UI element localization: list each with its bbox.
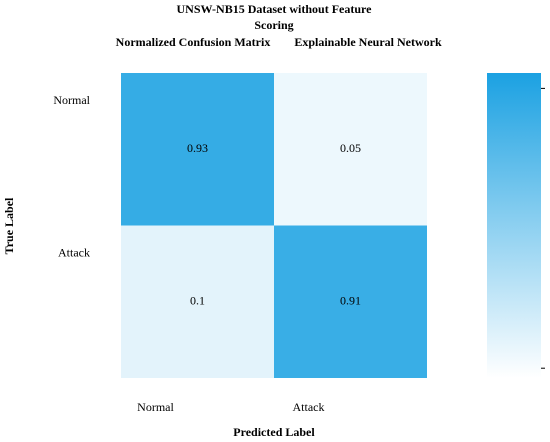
cell xyxy=(274,225,427,378)
chart-title: Scoring xyxy=(254,18,293,32)
subtitle: Explainable Neural Network xyxy=(294,35,442,49)
cell-label: 0.1 xyxy=(190,294,205,308)
x-tick-label: Normal xyxy=(137,400,174,414)
cell xyxy=(121,225,274,378)
chart-title: UNSW-NB15 Dataset without Feature xyxy=(177,2,373,16)
cell-label: 0.05 xyxy=(340,141,361,155)
cell-label: 0.91 xyxy=(340,294,361,308)
cell xyxy=(274,73,427,226)
y-tick-label: Attack xyxy=(58,246,90,260)
y-tick-label: Normal xyxy=(53,93,90,107)
x-axis-label: Predicted Label xyxy=(233,425,315,439)
y-axis-label: True Label xyxy=(2,197,16,254)
colorbar xyxy=(487,73,541,378)
cell-label: 0.93 xyxy=(187,141,208,155)
subtitle: Normalized Confusion Matrix xyxy=(116,35,271,49)
cell xyxy=(121,73,274,226)
x-tick-label: Attack xyxy=(293,400,325,414)
